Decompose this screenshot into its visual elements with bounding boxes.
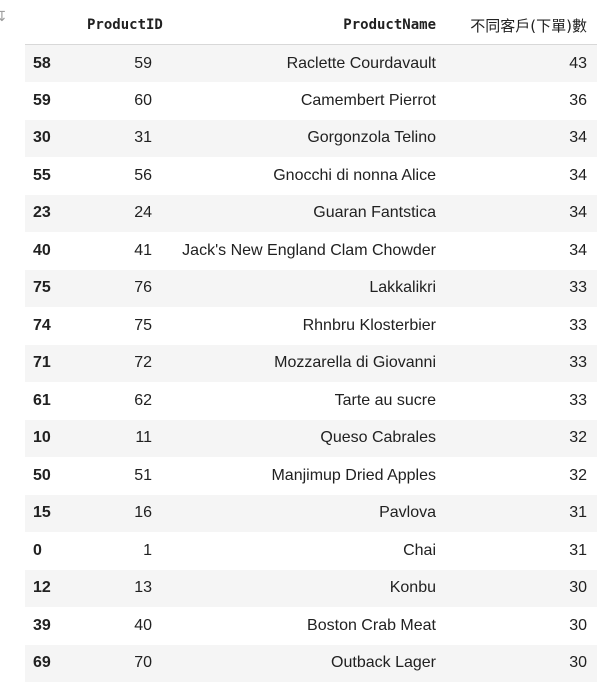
- table-body: 58 59 Raclette Courdavault 43 59 60 Camembert …: [25, 44, 597, 682]
- cell-productname: Manjimup Dried Apples: [271, 466, 436, 484]
- table-row: 61 62 Tarte au sucre 33: [25, 382, 597, 420]
- cell-productname: Raclette Courdavault: [286, 54, 436, 72]
- cell-productname: Queso Cabrales: [320, 429, 436, 447]
- row-index: 71: [33, 354, 51, 372]
- table-row: 0 1 Chai 31: [25, 532, 597, 570]
- column-header-productname: ProductName: [152, 6, 436, 45]
- cell-customer-count: 32: [569, 466, 587, 484]
- dataframe-output: ProductID ProductName 不同客戶(下單)數 58 59 Racl…: [25, 6, 597, 682]
- row-index: 40: [33, 241, 51, 259]
- table-row: 69 70 Outback Lager 30: [25, 644, 597, 682]
- cell-productname: Mozzarella di Giovanni: [274, 354, 436, 372]
- cell-productname: Lakkalikri: [369, 279, 436, 297]
- table-row: 12 13 Konbu 30: [25, 569, 597, 607]
- row-index: 39: [33, 616, 51, 634]
- cell-productname: Tarte au sucre: [334, 391, 436, 409]
- cell-customer-count: 34: [569, 166, 587, 184]
- cell-productid: 13: [134, 579, 152, 597]
- header-row: ProductID ProductName 不同客戶(下單)數: [25, 6, 597, 45]
- cell-productid: 41: [134, 241, 152, 259]
- row-index: 58: [33, 54, 51, 72]
- cell-productid: 59: [134, 54, 152, 72]
- row-index: 74: [33, 316, 51, 334]
- table-row: 15 16 Pavlova 31: [25, 494, 597, 532]
- cell-productid: 16: [134, 504, 152, 522]
- row-index: 12: [33, 579, 51, 597]
- row-index: 0: [33, 541, 42, 559]
- row-index: 61: [33, 391, 51, 409]
- row-index: 69: [33, 654, 51, 672]
- row-index: 30: [33, 129, 51, 147]
- cell-productname: Boston Crab Meat: [307, 616, 436, 634]
- table-row: 50 51 Manjimup Dried Apples 32: [25, 457, 597, 495]
- cell-customer-count: 30: [569, 579, 587, 597]
- cell-productid: 1: [143, 541, 152, 559]
- row-index: 50: [33, 466, 51, 484]
- row-index: 75: [33, 279, 51, 297]
- table-row: 30 31 Gorgonzola Telino 34: [25, 119, 597, 157]
- table-row: 58 59 Raclette Courdavault 43: [25, 44, 597, 82]
- row-index: 23: [33, 204, 51, 222]
- table-row: 23 24 Guaran Fantstica 34: [25, 194, 597, 232]
- cell-productid: 11: [135, 429, 152, 447]
- cell-customer-count: 30: [569, 616, 587, 634]
- cell-productid: 76: [134, 279, 152, 297]
- cell-productname: Outback Lager: [331, 654, 436, 672]
- cell-productname: Rhnbru Klosterbier: [302, 316, 436, 334]
- cell-productid: 62: [134, 391, 152, 409]
- column-header-customer-count: 不同客戶(下單)數: [436, 6, 597, 45]
- cell-customer-count: 34: [569, 241, 587, 259]
- table-row: 10 11 Queso Cabrales 32: [25, 419, 597, 457]
- cell-customer-count: 32: [569, 429, 587, 447]
- cell-customer-count: 33: [569, 316, 587, 334]
- cell-productid: 56: [134, 166, 152, 184]
- table-row: 39 40 Boston Crab Meat 30: [25, 607, 597, 645]
- table-row: 59 60 Camembert Pierrot 36: [25, 82, 597, 120]
- cell-customer-count: 30: [569, 654, 587, 672]
- cell-customer-count: 33: [569, 391, 587, 409]
- cell-productname: Pavlova: [379, 504, 436, 522]
- cell-customer-count: 34: [569, 204, 587, 222]
- index-header: [25, 6, 87, 45]
- table-row: 40 41 Jack's New England Clam Chowder 34: [25, 232, 597, 270]
- cell-productname: Chai: [403, 541, 436, 559]
- cell-productname: Gorgonzola Telino: [307, 129, 436, 147]
- cell-customer-count: 33: [569, 279, 587, 297]
- cell-customer-count: 33: [569, 354, 587, 372]
- cell-productname: Jack's New England Clam Chowder: [182, 241, 436, 259]
- table-header: ProductID ProductName 不同客戶(下單)數: [25, 6, 597, 45]
- cell-productname: Konbu: [389, 579, 436, 597]
- column-header-productid: ProductID: [87, 6, 163, 45]
- cell-productid: 70: [134, 654, 152, 672]
- table-row: 71 72 Mozzarella di Giovanni 33: [25, 344, 597, 382]
- cell-productname: Camembert Pierrot: [300, 91, 436, 109]
- cell-customer-count: 36: [569, 91, 587, 109]
- cell-productname: Guaran Fantstica: [313, 204, 436, 222]
- row-index: 59: [33, 91, 51, 109]
- dataframe-table: ProductID ProductName 不同客戶(下單)數 58 59 Racl…: [25, 6, 597, 682]
- cell-productname: Gnocchi di nonna Alice: [273, 166, 436, 184]
- row-index: 10: [33, 429, 51, 447]
- cell-productid: 24: [134, 204, 152, 222]
- table-row: 55 56 Gnocchi di nonna Alice 34: [25, 157, 597, 195]
- table-row: 74 75 Rhnbru Klosterbier 33: [25, 307, 597, 345]
- cell-customer-count: 34: [569, 129, 587, 147]
- cell-customer-count: 31: [569, 504, 587, 522]
- cell-productid: 40: [134, 616, 152, 634]
- cell-productid: 75: [134, 316, 152, 334]
- cell-productid: 72: [134, 354, 152, 372]
- row-index: 55: [33, 166, 51, 184]
- cell-productid: 31: [134, 129, 152, 147]
- cell-productid: 51: [134, 466, 152, 484]
- table-row: 75 76 Lakkalikri 33: [25, 269, 597, 307]
- cell-customer-count: 31: [569, 541, 587, 559]
- partial-glyph-icon: ↧: [0, 8, 8, 24]
- cell-customer-count: 43: [569, 54, 587, 72]
- row-index: 15: [33, 504, 51, 522]
- cell-productid: 60: [134, 91, 152, 109]
